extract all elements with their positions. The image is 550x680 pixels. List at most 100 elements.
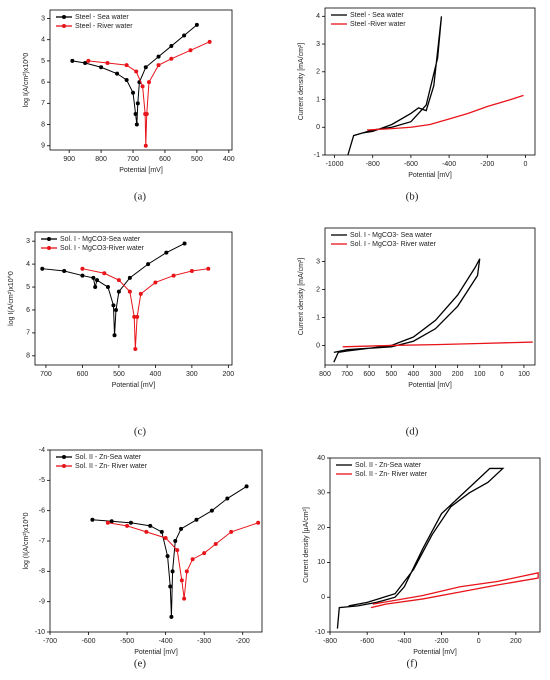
- legend-label: Sol. II - Zn-Sea water: [75, 454, 142, 461]
- point: [133, 346, 138, 351]
- legend-label: Sol. II - Zn-Sea water: [355, 462, 422, 469]
- y-tick-label: 0: [321, 594, 325, 601]
- x-tick-label: 200: [452, 371, 464, 378]
- x-tick-label: -400: [159, 638, 173, 645]
- x-tick-label: 700: [127, 156, 139, 163]
- x-tick-label: -600: [82, 638, 96, 645]
- legend-marker: [47, 237, 51, 241]
- y-tick-label: 1: [316, 96, 320, 103]
- point: [127, 289, 132, 294]
- point: [133, 111, 138, 116]
- point: [170, 569, 175, 574]
- y-tick-label: -4: [39, 447, 45, 454]
- y-axis-title: log I(A/cm²)x10^0: [23, 53, 30, 108]
- point: [135, 314, 140, 319]
- point: [124, 63, 129, 68]
- point: [113, 307, 118, 312]
- point: [179, 526, 184, 531]
- point: [86, 58, 91, 63]
- y-tick-label: -6: [39, 508, 45, 515]
- point: [83, 61, 88, 66]
- x-tick-label: -700: [43, 638, 57, 645]
- x-tick-label: -800: [323, 638, 337, 645]
- y-tick-label: 4: [41, 37, 45, 44]
- y-tick-label: 7: [41, 100, 45, 107]
- y-tick-label: 2: [316, 69, 320, 76]
- x-tick-label: 300: [186, 371, 198, 378]
- point: [182, 241, 187, 246]
- y-tick-label: 3: [316, 41, 320, 48]
- y-tick-label: 0: [316, 124, 320, 131]
- caption: (a): [134, 191, 147, 203]
- point: [93, 285, 98, 290]
- point: [146, 262, 151, 267]
- legend-marker: [62, 15, 66, 19]
- y-tick-label: -7: [39, 538, 45, 545]
- point: [138, 291, 143, 296]
- x-tick-label: -500: [120, 638, 134, 645]
- y-tick-label: 4: [316, 13, 320, 20]
- plot-frame: [329, 457, 541, 633]
- point: [135, 101, 140, 106]
- plot-frame: [49, 449, 263, 633]
- caption: (e): [134, 658, 147, 670]
- series-line: [82, 268, 209, 349]
- x-tick-label: 0: [524, 161, 528, 168]
- y-axis-title: Current density [µA/cm²]: [303, 507, 310, 583]
- point: [153, 280, 158, 285]
- y-tick-label: -10: [35, 629, 45, 636]
- legend-label: Sol. I - MgCO3-Sea water: [60, 236, 141, 243]
- point: [111, 303, 116, 308]
- x-tick-label: 500: [385, 371, 397, 378]
- point: [132, 314, 137, 319]
- legend-label: Steel - Sea water: [350, 12, 404, 19]
- legend-label: Steel -River water: [350, 21, 406, 28]
- y-axis-title: log (I(A/cm²)x10^0: [23, 512, 30, 569]
- x-tick-label: -300: [197, 638, 211, 645]
- point: [112, 333, 117, 338]
- legend-label: Steel - Sea water: [75, 14, 129, 21]
- x-tick-label: -200: [236, 638, 250, 645]
- point: [146, 80, 151, 85]
- x-tick-label: -400: [397, 638, 411, 645]
- point: [125, 523, 130, 528]
- x-tick-label: 800: [95, 156, 107, 163]
- y-tick-label: 9: [41, 143, 45, 150]
- point: [105, 61, 110, 66]
- plot-frame: [49, 9, 233, 151]
- point: [169, 614, 174, 619]
- point: [143, 65, 148, 70]
- y-axis-title: Current density [mA/cm²]: [298, 43, 305, 120]
- point: [115, 71, 120, 76]
- x-tick-label: 900: [63, 156, 75, 163]
- point: [99, 65, 104, 70]
- point: [168, 584, 173, 589]
- y-tick-label: 7: [26, 330, 30, 337]
- x-tick-label: 700: [40, 371, 52, 378]
- point: [189, 268, 194, 273]
- y-tick-label: 40: [317, 455, 325, 462]
- point: [40, 266, 45, 271]
- plot-frame: [324, 7, 536, 156]
- legend-marker: [62, 24, 66, 28]
- x-axis-title: Potential [mV]: [119, 167, 163, 174]
- y-tick-label: 1: [316, 314, 320, 321]
- point: [105, 520, 110, 525]
- y-tick-label: 5: [26, 284, 30, 291]
- x-tick-label: 800: [319, 371, 331, 378]
- x-tick-label: 400: [150, 371, 162, 378]
- x-axis-title: Potential [mV]: [413, 649, 457, 656]
- point: [116, 278, 121, 283]
- point: [131, 90, 136, 95]
- x-tick-label: 0: [500, 371, 504, 378]
- x-axis-title: Potential [mV]: [408, 172, 452, 179]
- legend-marker: [62, 455, 66, 459]
- y-tick-label: -1: [314, 152, 320, 159]
- y-tick-label: -5: [39, 477, 45, 484]
- series-line: [366, 94, 524, 131]
- x-tick-label: -1000: [326, 161, 344, 168]
- legend-marker: [62, 464, 66, 468]
- point: [156, 63, 161, 68]
- point: [182, 596, 187, 601]
- caption: (f): [407, 658, 418, 670]
